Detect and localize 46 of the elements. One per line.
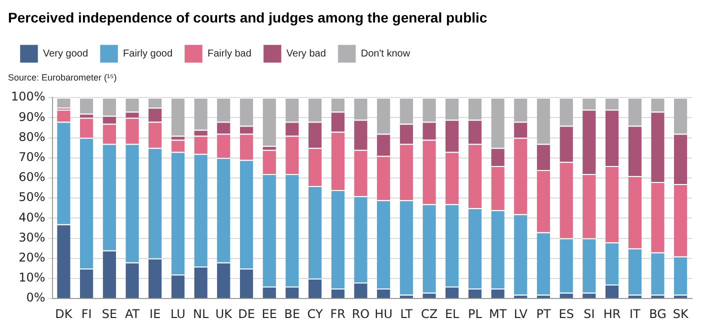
x-tick-label: SE xyxy=(102,306,118,321)
x-tick-label: BG xyxy=(649,306,666,321)
x-tick-label: EE xyxy=(262,306,277,321)
y-tick-label: 100% xyxy=(10,90,46,104)
y-tick-label: 10% xyxy=(18,270,46,285)
x-tick-label: NL xyxy=(192,306,209,321)
x-tick-label: DK xyxy=(55,306,74,321)
y-tick-label: 0% xyxy=(26,290,46,305)
y-tick-label: 40% xyxy=(18,210,46,224)
x-tick-label: HU xyxy=(374,306,392,321)
x-tick-label: CY xyxy=(307,306,324,321)
x-tick-label: PT xyxy=(536,306,552,321)
y-tick-label: 30% xyxy=(18,230,46,244)
x-tick-label: LU xyxy=(170,306,186,321)
x-tick-label: LT xyxy=(400,306,414,321)
x-tick-label: CZ xyxy=(420,306,438,321)
x-tick-label: RO xyxy=(352,306,370,321)
x-tick-label: AT xyxy=(124,306,140,321)
x-tick-label: IE xyxy=(150,306,161,321)
chart-title: Perceived independence of courts and judges among the general public xyxy=(8,9,488,26)
x-tick-label: BE xyxy=(284,306,300,321)
source-note: Source: Eurobarometer (¹⁵) xyxy=(8,72,117,83)
x-tick-label: FR xyxy=(330,306,346,321)
legend-label: Very good xyxy=(43,48,88,60)
y-tick-label: 50% xyxy=(18,190,46,204)
x-tick-label: HR xyxy=(603,306,621,321)
legend-label: Fairly good xyxy=(123,48,173,60)
y-tick-label: 60% xyxy=(18,170,46,184)
x-tick-label: DE xyxy=(238,306,255,321)
y-tick-label: 80% xyxy=(18,130,46,144)
x-tick-label: PL xyxy=(468,306,482,321)
legend-label: Don't know xyxy=(360,48,411,60)
x-tick-label: SK xyxy=(672,306,690,321)
x-tick-label: UK xyxy=(215,306,234,321)
x-tick-label: IT xyxy=(629,306,641,321)
y-tick-label: 90% xyxy=(18,110,46,124)
x-tick-label: SI xyxy=(584,306,595,321)
y-tick-label: 20% xyxy=(18,250,46,265)
x-tick-label: FI xyxy=(81,306,92,321)
x-tick-label: MT xyxy=(488,306,508,321)
x-tick-label: EL xyxy=(444,306,460,321)
x-tick-label: LV xyxy=(514,306,528,321)
legend-label: Fairly bad xyxy=(208,48,252,60)
legend-label: Very bad xyxy=(286,48,326,60)
x-tick-label: ES xyxy=(558,306,574,321)
y-tick-label: 70% xyxy=(18,150,46,164)
